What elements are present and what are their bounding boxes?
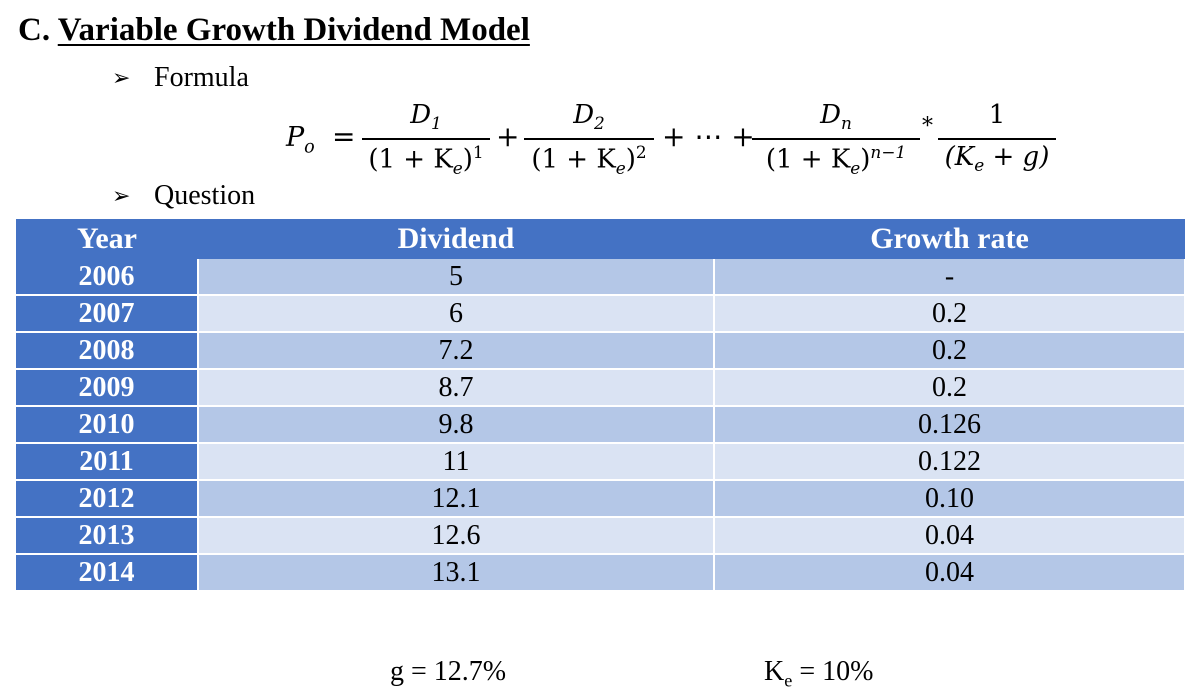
cell-dividend: 12.1: [198, 480, 715, 518]
bullet-question: ➢ Question: [112, 182, 255, 210]
table-header-row: Year Dividend Growth rate: [16, 219, 1185, 259]
header-growth-rate: Growth rate: [714, 219, 1185, 259]
table-row: 2006 5 -: [16, 259, 1186, 296]
cell-dividend: 7.2: [198, 332, 715, 370]
table-row: 2010 9.8 0.126: [16, 406, 1186, 444]
cell-growth: 0.2: [714, 369, 1186, 407]
cell-growth: 0.2: [714, 332, 1186, 370]
fraction-2-denominator: (1 + Ke)2: [531, 142, 647, 178]
cell-dividend: 6: [198, 295, 715, 333]
header-dividend: Dividend: [198, 219, 714, 259]
cell-dividend: 8.7: [198, 369, 715, 407]
bullet-formula: ➢ Formula: [112, 64, 249, 92]
formula-equals: =: [332, 120, 356, 153]
section-prefix: C.: [18, 12, 51, 48]
cell-dividend: 9.8: [198, 406, 715, 444]
fraction-1-bar: [362, 138, 490, 140]
formula-times: *: [922, 114, 933, 139]
cell-growth: -: [714, 259, 1186, 296]
bullet-question-label: Question: [154, 180, 256, 211]
formula-ellipsis: + ⋯ +: [662, 120, 755, 153]
fraction-1-denominator: (1 + Ke)1: [368, 142, 484, 178]
fraction-n-bar: [752, 138, 920, 140]
cell-year: 2011: [16, 443, 199, 481]
cell-growth: 0.2: [714, 295, 1186, 333]
fraction-4-numerator: 1: [988, 100, 1006, 130]
table-row: 2013 12.6 0.04: [16, 517, 1186, 555]
dividend-table: Year Dividend Growth rate 2006 5 - 2007 …: [16, 219, 1186, 592]
table-row: 2014 13.1 0.04: [16, 554, 1186, 592]
cell-year: 2008: [16, 332, 199, 370]
fraction-n: Dn (1 + Ke)n−1: [752, 96, 920, 182]
fraction-4-denominator: (Ke + g): [944, 142, 1050, 176]
cell-growth: 0.04: [714, 517, 1186, 555]
cost-of-equity-result: Ke = 10%: [764, 656, 874, 691]
growth-rate-result: g = 12.7%: [390, 656, 507, 687]
fraction-4: 1 (Ke + g): [938, 96, 1056, 182]
table-row: 2007 6 0.2: [16, 295, 1186, 333]
cell-year: 2012: [16, 480, 199, 518]
arrow-bullet-icon: ➢: [112, 183, 131, 208]
cell-year: 2009: [16, 369, 199, 407]
table-row: 2008 7.2 0.2: [16, 332, 1186, 370]
cell-year: 2013: [16, 517, 199, 555]
section-heading: C. Variable Growth Dividend Model: [18, 14, 530, 47]
bullet-formula-label: Formula: [154, 62, 249, 93]
header-year: Year: [16, 219, 198, 259]
fraction-n-numerator: Dn: [820, 100, 852, 134]
cell-dividend: 13.1: [198, 554, 715, 592]
table-row: 2009 8.7 0.2: [16, 369, 1186, 407]
table-row: 2012 12.1 0.10: [16, 480, 1186, 518]
formula-plus: +: [496, 120, 520, 153]
dividend-formula: Po = D1 (1 + Ke)1 + D2 (1 + Ke)2 + ⋯ + D…: [286, 96, 1066, 182]
fraction-4-bar: [938, 138, 1056, 140]
section-title: Variable Growth Dividend Model: [57, 12, 530, 48]
fraction-1: D1 (1 + Ke)1: [362, 96, 490, 182]
cell-year: 2010: [16, 406, 199, 444]
arrow-bullet-icon: ➢: [112, 65, 131, 90]
cell-dividend: 5: [198, 259, 715, 296]
fraction-2-numerator: D2: [573, 100, 605, 134]
cell-year: 2014: [16, 554, 199, 592]
cell-year: 2006: [16, 259, 199, 296]
fraction-2: D2 (1 + Ke)2: [524, 96, 654, 182]
cell-growth: 0.10: [714, 480, 1186, 518]
cell-dividend: 11: [198, 443, 715, 481]
fraction-2-bar: [524, 138, 654, 140]
cell-growth: 0.04: [714, 554, 1186, 592]
fraction-1-numerator: D1: [410, 100, 442, 134]
cell-year: 2007: [16, 295, 199, 333]
cell-growth: 0.122: [714, 443, 1186, 481]
table-row: 2011 11 0.122: [16, 443, 1186, 481]
fraction-n-denominator: (1 + Ke)n−1: [765, 142, 907, 178]
cell-dividend: 12.6: [198, 517, 715, 555]
formula-lhs: Po: [286, 122, 315, 158]
cell-growth: 0.126: [714, 406, 1186, 444]
